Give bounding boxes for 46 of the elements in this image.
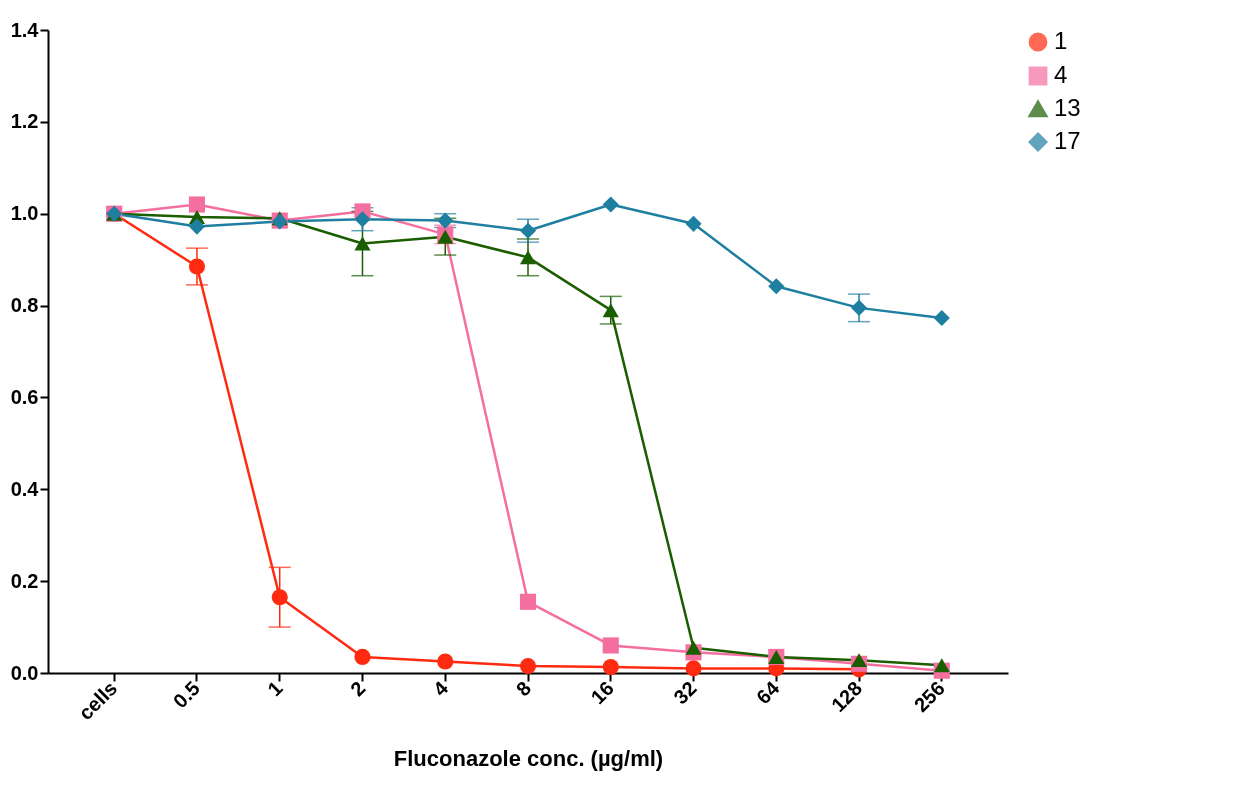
y-tick-label: 0.4: [10, 477, 40, 500]
y-tick-label: 1.2: [10, 110, 39, 133]
y-tick-label: 0.6: [10, 385, 39, 408]
point: [850, 653, 868, 668]
point: [685, 215, 702, 232]
legend-label: 1: [1054, 27, 1068, 54]
point: [602, 196, 619, 213]
x-tick-label: 128: [826, 677, 867, 717]
point: [933, 309, 950, 327]
point: [602, 303, 619, 318]
point: [933, 658, 950, 673]
legend-label: 17: [1054, 127, 1081, 154]
x-tick-label: 0.5: [168, 677, 205, 713]
point: [850, 299, 868, 316]
x-axis-title: Fluconazole conc. (µg/ml): [393, 746, 664, 772]
y-tick-label: 1.4: [10, 18, 40, 41]
x-tick-label: 256: [909, 677, 949, 717]
point: [685, 640, 702, 655]
legend-label: 4: [1054, 61, 1068, 88]
point: [519, 658, 537, 675]
point: [188, 196, 206, 213]
point: [354, 211, 371, 228]
point: [602, 637, 619, 654]
point: [188, 258, 206, 275]
point: [519, 250, 537, 265]
point: [354, 236, 371, 251]
point: [188, 218, 206, 235]
point: [519, 593, 537, 610]
point: [271, 589, 288, 606]
x-tick-label: 8: [511, 677, 536, 701]
x-tick-label: 16: [586, 677, 618, 709]
point: [768, 278, 785, 295]
point: [437, 653, 454, 670]
legend-label: 13: [1054, 94, 1081, 121]
y-tick-label: 0.2: [10, 569, 39, 592]
y-tick-label: 0.0: [10, 661, 39, 684]
point: [354, 648, 371, 665]
x-tick-label: 4: [428, 676, 453, 701]
y-tick-label: 1.0: [10, 202, 39, 225]
point: [685, 660, 702, 677]
y-tick-label: 0.8: [10, 294, 39, 317]
x-tick-label: 2: [346, 677, 370, 701]
point: [602, 658, 619, 676]
x-tick-label: 1: [263, 677, 287, 701]
x-tick-label: 64: [752, 676, 784, 709]
x-tick-label: 32: [669, 677, 701, 709]
